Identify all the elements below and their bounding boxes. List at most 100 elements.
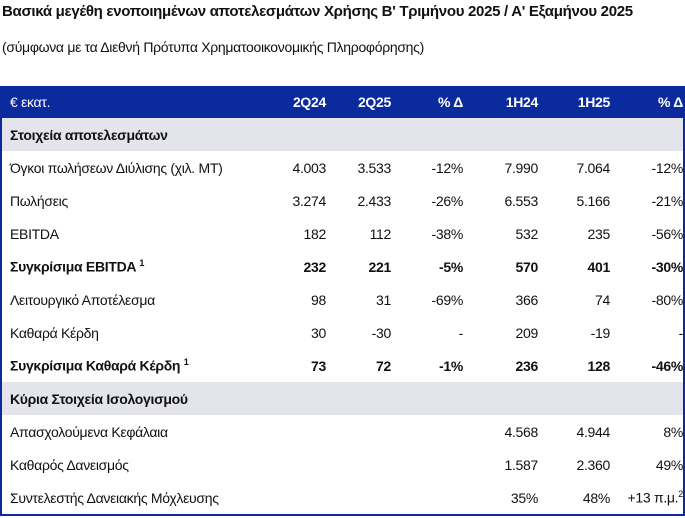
table-row: EBITDA 182 112 -38% 532 235 -56%: [2, 217, 683, 250]
cell-value: 2.433: [357, 192, 391, 209]
footnote-marker: 2: [678, 489, 683, 500]
cell-value: 35%: [510, 489, 538, 506]
cell-value: -30: [371, 324, 392, 341]
cell: 112: [326, 225, 392, 242]
section-title: Κύρια Στοιχεία Ισολογισμού: [10, 390, 188, 407]
cell-value: 2.360: [576, 456, 610, 473]
cell: -26%: [391, 192, 464, 209]
cell: 1.587: [463, 457, 538, 473]
cell: -: [610, 325, 684, 341]
cell-value: 221: [368, 258, 392, 275]
column-header: 1H25: [577, 94, 611, 110]
cell: -12%: [391, 160, 464, 176]
cell-value: 112: [369, 225, 392, 242]
table-row: Όγκοι πωλήσεων Διύλισης (χιλ. ΜΤ) 4.003 3.…: [2, 151, 683, 184]
section-row: Κύρια Στοιχεία Ισολογισμού: [2, 382, 683, 415]
cell: -5%: [391, 259, 463, 275]
cell-value: 128: [587, 357, 611, 374]
cell-value: 4.003: [292, 159, 326, 176]
cell: 236: [463, 357, 539, 374]
cell-value: 48%: [582, 489, 610, 506]
row-label-text: Καθαρά Κέρδη: [10, 324, 99, 341]
row-label-text: Λειτουργικό Αποτέλεσμα: [10, 291, 155, 308]
cell-value: -69%: [431, 291, 464, 308]
cell-value: 73: [311, 357, 326, 374]
cell-value: 182: [303, 225, 327, 242]
cell-value: 209: [515, 324, 539, 341]
cell-value: 74: [595, 291, 610, 308]
cell: 6.553: [463, 193, 538, 209]
cell-value: 570: [515, 258, 539, 275]
section-row: Στοιχεία αποτελεσμάτων: [2, 118, 683, 151]
row-label-text: Καθαρός Δανεισμός: [10, 456, 129, 473]
cell: 2.360: [538, 457, 610, 473]
section-title: Στοιχεία αποτελεσμάτων: [10, 126, 168, 143]
cell: -12%: [610, 160, 684, 176]
row-label-text: Πωλήσεις: [10, 192, 68, 209]
row-label-text: Όγκοι πωλήσεων Διύλισης (χιλ. ΜΤ): [10, 159, 223, 176]
column-header: € εκατ.: [10, 94, 51, 110]
cell: -1%: [391, 358, 463, 374]
cell-value: 4.944: [576, 423, 610, 440]
row-label-text: Συγκρίσιμα Καθαρά Κέρδη: [10, 357, 181, 374]
cell: 182: [262, 225, 327, 242]
cell: 48%: [538, 490, 610, 506]
cell: 49%: [610, 457, 683, 473]
cell: -38%: [391, 225, 464, 242]
cell-value: -26%: [431, 192, 464, 209]
cell: 2.433: [326, 193, 391, 209]
cell: 4.568: [463, 424, 538, 440]
row-label-text: EBITDA: [10, 225, 59, 242]
cell-value: 72: [376, 357, 391, 374]
column-header: 2Q24: [292, 94, 326, 110]
cell-value: 30: [311, 324, 326, 341]
table-row: Λειτουργικό Αποτέλεσμα 98 31 -69% 366 74 -80%: [2, 283, 683, 316]
cell: -30%: [610, 259, 684, 275]
table-row: Καθαρός Δανεισμός 1.587 2.360 49%: [2, 448, 683, 481]
results-table: € εκατ. 2Q24 2Q25 % Δ 1H24 1H25 % Δ Στοιχεία α…: [0, 86, 685, 516]
cell: -69%: [391, 291, 464, 308]
cell-value: 236: [515, 357, 539, 374]
cell-value: 5.166: [576, 192, 610, 209]
table-row: Συντελεστής Δανειακής Μόχλευσης 35% 48% +13…: [2, 481, 683, 514]
row-label: Συγκρίσιμα Καθαρά Κέρδη 1: [2, 357, 262, 374]
cell: 232: [262, 258, 327, 275]
cell-value: 98: [311, 291, 326, 308]
cell-value: -: [458, 324, 464, 341]
cell-value: 235: [587, 225, 611, 242]
column-header: 2Q25: [357, 94, 391, 110]
cell-value: 7.064: [576, 159, 610, 176]
cell: 35%: [463, 490, 538, 506]
row-label: Συγκρίσιμα EBITDA 1: [2, 258, 262, 275]
table-row: Πωλήσεις 3.274 2.433 -26% 6.553 5.166 -21%: [2, 184, 683, 217]
cell: 532: [463, 226, 539, 242]
cell: 401: [538, 259, 611, 275]
cell-value: -19: [590, 324, 611, 341]
cell: 31: [326, 292, 391, 308]
cell: 209: [463, 324, 539, 341]
cell-value: -21%: [651, 192, 684, 209]
row-label-text: Απασχολούμενα Κεφάλαια: [10, 423, 168, 440]
cell-value: -46%: [651, 357, 684, 374]
cell-value: 1.587: [504, 456, 538, 473]
page-subtitle: (σύμφωνα με τα Διεθνή Πρότυπα Χρηματοοικ…: [2, 39, 424, 55]
cell: 30: [262, 325, 326, 341]
cell-value: -38%: [431, 225, 464, 242]
cell: 7.064: [538, 160, 610, 176]
cell: 128: [538, 357, 611, 374]
cell-value: 232: [303, 258, 327, 275]
row-label-text: Συντελεστής Δανειακής Μόχλευσης: [10, 489, 219, 506]
cell: -46%: [610, 357, 684, 374]
page-title: Βασικά μεγέθη ενοποιημένων αποτελεσμάτων…: [2, 3, 633, 20]
footnote-marker: 1: [183, 357, 189, 368]
cell: 98: [262, 292, 326, 308]
cell: 235: [538, 225, 611, 242]
cell: 366: [463, 291, 539, 308]
cell: -21%: [610, 192, 684, 209]
row-label: Απασχολούμενα Κεφάλαια: [2, 424, 262, 440]
cell: 5.166: [538, 193, 610, 209]
cell-value: 7.990: [504, 159, 538, 176]
row-label: Καθαρός Δανεισμός: [2, 457, 262, 473]
cell-value: 366: [515, 291, 539, 308]
table-row: Συγκρίσιμα EBITDA 1 232 221 -5% 570 401 -30%: [2, 250, 683, 283]
